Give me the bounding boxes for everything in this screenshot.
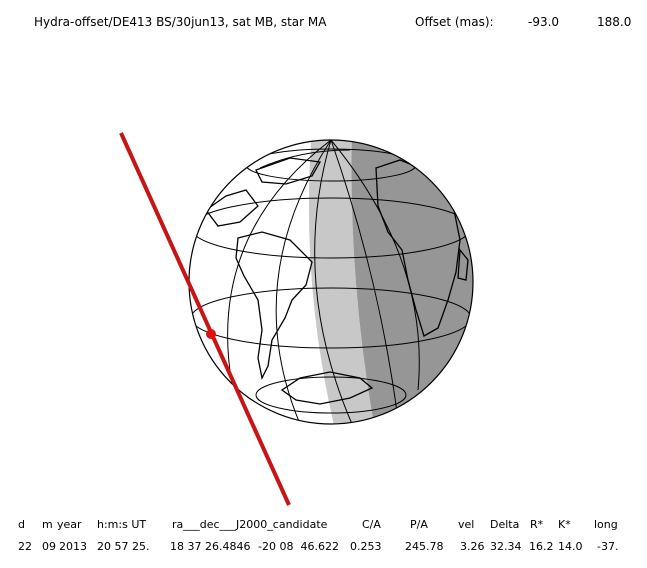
- column-header: K*: [558, 518, 571, 531]
- cell: 14.0: [558, 540, 583, 553]
- column-header: h:m:s UT: [97, 518, 146, 531]
- column-header: vel: [458, 518, 474, 531]
- globe: [189, 140, 473, 424]
- shadow-path: [119, 132, 291, 506]
- cell: 3.26: [460, 540, 485, 553]
- column-header: year: [57, 518, 82, 531]
- cell: 22: [18, 540, 32, 553]
- cell: -37.: [597, 540, 618, 553]
- column-header: R*: [530, 518, 544, 531]
- offset-label: Offset (mas):: [415, 15, 494, 29]
- title: Hydra-offset/DE413 BS/30jun13, sat MB, s…: [34, 15, 327, 29]
- cell: 18 37 26.4846: [170, 540, 250, 553]
- cell: 2013: [59, 540, 87, 553]
- column-header: Delta: [490, 518, 519, 531]
- closest-approach: [206, 329, 216, 339]
- cell: 09: [42, 540, 56, 553]
- column-header: long: [594, 518, 618, 531]
- cell: 20 57 25.: [97, 540, 149, 553]
- cell: 245.78: [405, 540, 444, 553]
- cell: -20 08 46.622: [258, 540, 339, 553]
- offset-value: -93.0: [528, 15, 559, 29]
- cell: 16.2: [529, 540, 554, 553]
- column-header: P/A: [410, 518, 428, 531]
- column-header: d: [18, 518, 25, 531]
- table-row: 22 09 2013 20 57 25. 18 37 26.4846 -20 08 46.…: [18, 540, 618, 553]
- offset-value: 188.0: [597, 15, 631, 29]
- column-header: C/A: [362, 518, 381, 531]
- cell: 32.34: [490, 540, 522, 553]
- column-header: m: [42, 518, 53, 531]
- cell: 0.253: [350, 540, 382, 553]
- table-header: d m year h:m:s UT ra___dec___J2000_candidate…: [18, 518, 618, 531]
- column-header: ra___dec___J2000_candidate: [172, 518, 328, 531]
